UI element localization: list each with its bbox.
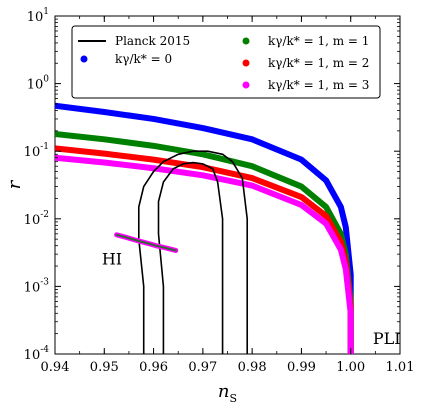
hi-segment-green [115,233,177,252]
legend-dot-swatch [242,81,250,89]
x-tick-label: 0.98 [238,360,267,375]
legend-label: Planck 2015 [115,34,190,48]
annotation-pli: PLI [373,329,401,348]
series-line-3 [55,145,354,354]
legend-box [71,25,381,99]
plot-clip [55,102,354,354]
planck-contour-outer [137,150,249,354]
legend-dot-swatch [242,37,250,45]
x-axis: 0.94 0.95 0.96 0.97 0.98 0.99 1.00 1.01 [41,16,415,375]
x-tick-label: 1.01 [386,360,415,375]
y-tick-label: 10-4 [24,345,50,363]
legend-label: kγ/k* = 1, m = 2 [268,56,369,70]
annotation-hi: HI [102,250,122,269]
x-tick-label: 0.96 [139,360,168,375]
legend-label: kγ/k* = 1, m = 3 [268,78,369,92]
y-axis: 101 100 10-1 10-2 10-3 10-4 [24,7,400,363]
legend-label: kγ/k* = 0 [115,52,172,66]
series-line-4 [55,154,354,354]
series-line-1 [55,102,354,354]
x-tick-label: 0.99 [287,360,316,375]
y-tick-label: 100 [27,75,50,93]
y-tick-label: 10-2 [24,210,49,228]
legend-dot-swatch [80,55,88,63]
legend: Planck 2015 kγ/k* = 0 kγ/k* = 1, m = 1 kγ/k… [71,25,381,99]
y-axis-label: r [4,179,25,189]
x-tick-label: 0.97 [188,360,217,375]
x-axis-label: nS [218,381,237,405]
x-tick-label: 1.00 [336,360,365,375]
planck-contour-inner [157,161,224,354]
x-tick-label: 0.94 [41,360,70,375]
y-tick-label: 10-3 [24,277,50,295]
legend-label: kγ/k* = 1, m = 1 [268,34,369,48]
y-tick-label: 101 [27,7,49,25]
plot-area: HI PLI [54,15,401,355]
x-tick-label: 0.95 [90,360,119,375]
y-tick-label: 10-1 [24,142,49,160]
legend-dot-swatch [242,59,250,67]
